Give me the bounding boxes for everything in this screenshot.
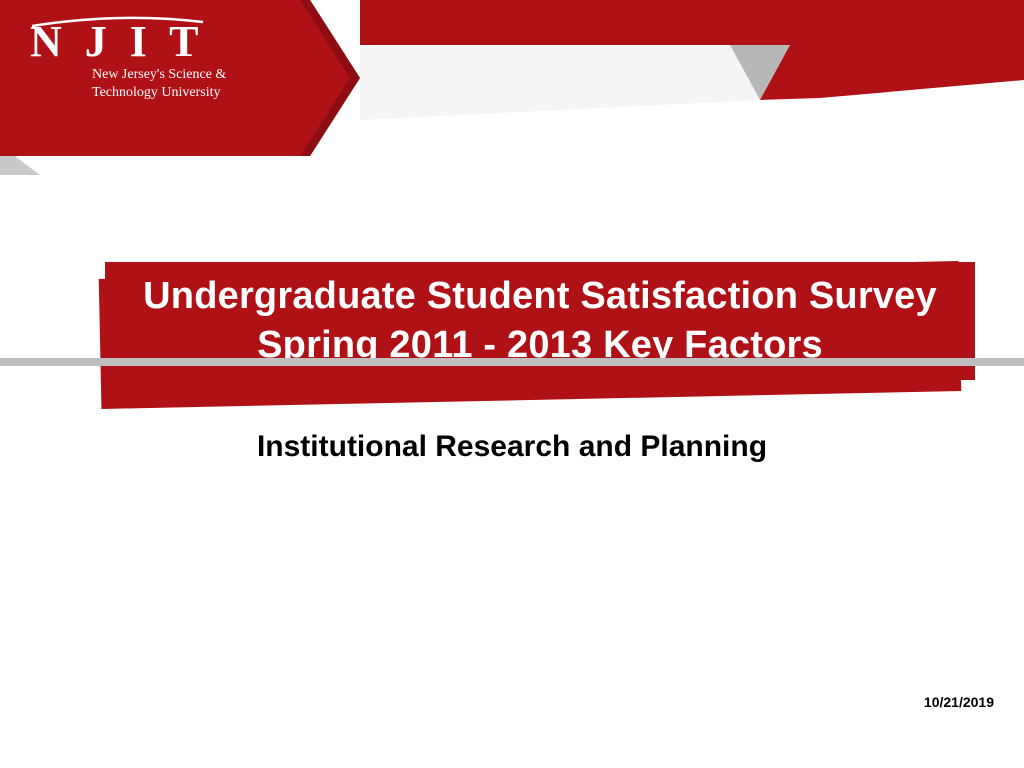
logo-swoosh-icon: [30, 16, 205, 30]
logo-block: N J I T New Jersey's Science & Technolog…: [30, 20, 226, 101]
subtitle: Institutional Research and Planning: [0, 430, 1024, 464]
slide: N J I T New Jersey's Science & Technolog…: [0, 0, 1024, 768]
logo-tagline: New Jersey's Science & Technology Univer…: [92, 66, 226, 101]
tagline-line-2: Technology University: [92, 84, 226, 102]
footer-date: 10/21/2019: [924, 694, 994, 710]
horizontal-rule: [0, 358, 1024, 366]
header-banner: N J I T New Jersey's Science & Technolog…: [0, 0, 1024, 170]
tagline-line-1: New Jersey's Science &: [92, 66, 226, 84]
title-line-1: Undergraduate Student Satisfaction Surve…: [105, 272, 975, 321]
